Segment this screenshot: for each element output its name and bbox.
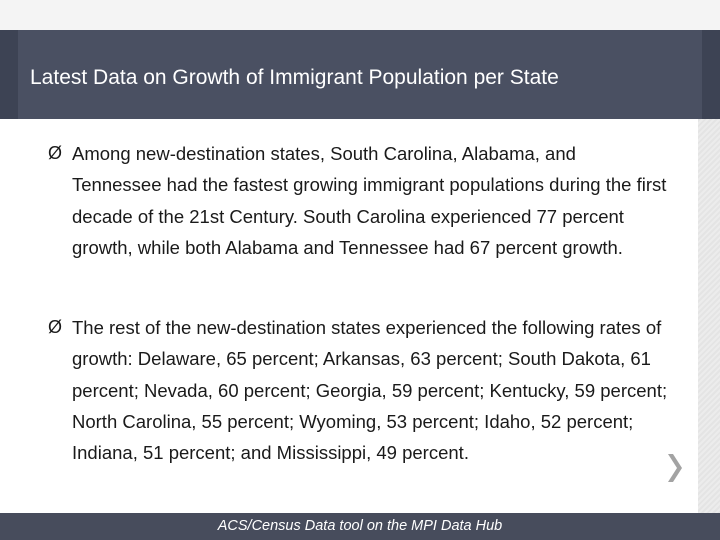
bullet-text: The rest of the new-destination states e… — [72, 317, 668, 464]
title-band — [0, 30, 720, 119]
title-band-left-accent — [0, 30, 18, 119]
slide-title: Latest Data on Growth of Immigrant Popul… — [30, 66, 559, 89]
bullet-arrow-icon: Ø — [48, 143, 63, 163]
bullet-item: Ø Among new-destination states, South Ca… — [48, 138, 668, 263]
bullet-arrow-icon: Ø — [48, 317, 63, 337]
footer-band — [0, 513, 720, 540]
title-band-right-accent — [702, 30, 720, 119]
footer-source: ACS/Census Data tool on the MPI Data Hub — [217, 518, 503, 534]
content-panel — [0, 119, 698, 513]
bullet-item: Ø The rest of the new-destination states… — [48, 312, 668, 468]
top-strip — [0, 0, 720, 30]
bullet-text: Among new-destination states, South Caro… — [72, 143, 667, 258]
chevron-right-icon[interactable] — [664, 448, 688, 488]
